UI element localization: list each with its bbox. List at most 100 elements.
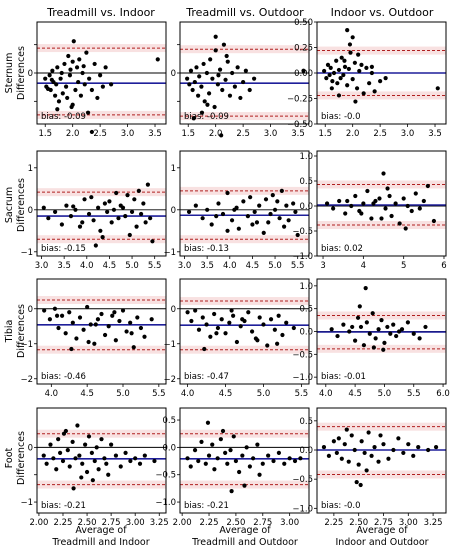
panel-sternum-treadmill-outdoor: 1.5 2.0 2.5 3.0 3.5 0 bias: -0.09 xyxy=(171,21,310,139)
data-point xyxy=(249,329,255,334)
data-point xyxy=(47,73,52,78)
data-point xyxy=(113,453,119,458)
data-point xyxy=(54,82,59,87)
data-point xyxy=(71,39,76,44)
data-point xyxy=(47,317,53,322)
x-tick-label: 3.0 xyxy=(121,129,135,139)
data-point xyxy=(276,313,281,318)
data-point xyxy=(212,311,217,317)
data-point xyxy=(357,304,362,309)
svg-text:Sternum: Sternum xyxy=(4,53,15,94)
y-tick-label: −2 xyxy=(163,375,176,385)
data-point xyxy=(49,77,54,82)
data-point xyxy=(106,324,111,329)
data-point xyxy=(242,483,247,488)
data-point xyxy=(257,315,262,320)
data-point xyxy=(186,209,192,214)
data-point xyxy=(301,68,306,73)
data-point xyxy=(133,456,138,461)
data-point xyxy=(243,68,248,73)
x-tick-label: 6 xyxy=(441,261,446,271)
bias-label: bias: -0.09 xyxy=(41,112,86,122)
data-point xyxy=(257,203,262,208)
data-point xyxy=(367,331,372,336)
data-point xyxy=(423,324,428,330)
data-point xyxy=(341,322,346,327)
data-point xyxy=(431,218,437,224)
x-tick-label: 5 xyxy=(401,261,406,271)
data-point xyxy=(373,336,378,341)
xlabel-col-3-line2: Indoor and Outdoor xyxy=(335,537,428,548)
data-point xyxy=(411,331,416,336)
data-point xyxy=(93,322,98,327)
data-point xyxy=(199,110,205,115)
svg-text:Differences: Differences xyxy=(16,304,27,358)
x-tick-label: 6.0 xyxy=(436,389,450,399)
plot-frame xyxy=(36,150,167,257)
x-tick-label: 1.5 xyxy=(181,129,195,139)
lower-loa-band xyxy=(37,110,166,119)
data-point xyxy=(185,456,190,461)
data-point xyxy=(43,76,48,81)
x-tick-label: 4.0 xyxy=(319,389,333,399)
bias-label: bias: -0.47 xyxy=(184,372,229,382)
x-tick-label: 4.5 xyxy=(246,261,260,271)
data-point xyxy=(71,204,76,209)
data-point xyxy=(63,84,69,89)
data-point xyxy=(339,456,344,461)
data-point xyxy=(78,93,84,98)
x-tick-label: 2.25 xyxy=(200,518,219,528)
x-tick-label: 1.5 xyxy=(318,129,332,139)
data-point xyxy=(92,341,97,346)
data-point xyxy=(389,213,394,219)
data-point xyxy=(227,320,232,325)
data-point xyxy=(111,207,117,212)
x-tick-label: 3.5 xyxy=(200,261,214,271)
data-point xyxy=(216,201,221,206)
data-point xyxy=(350,77,355,82)
data-point xyxy=(399,327,405,332)
data-point xyxy=(103,65,108,70)
data-point xyxy=(46,216,51,221)
data-point xyxy=(286,218,291,223)
data-point xyxy=(372,444,377,450)
data-point xyxy=(268,317,274,322)
y-tick-label: −1.0 xyxy=(292,373,313,383)
data-point xyxy=(421,198,426,204)
data-point xyxy=(98,228,103,233)
data-point xyxy=(282,224,287,229)
x-tick-label: 2.5 xyxy=(236,129,250,139)
x-tick-label: 5.0 xyxy=(116,389,130,399)
data-point xyxy=(74,65,80,70)
data-point xyxy=(350,324,355,330)
data-point xyxy=(357,68,362,74)
y-tick-label: −1.0 xyxy=(292,504,313,514)
data-point xyxy=(254,220,260,225)
data-point xyxy=(266,453,271,458)
data-point xyxy=(391,447,396,453)
lower-loa-band xyxy=(37,345,166,354)
data-point xyxy=(124,329,129,334)
data-point xyxy=(77,453,82,458)
data-point xyxy=(84,50,89,55)
x-tick-label: 3.00 xyxy=(280,518,299,528)
data-point xyxy=(358,324,364,330)
data-point xyxy=(142,334,147,339)
x-tick-label: 2.00 xyxy=(29,518,48,528)
data-point xyxy=(120,308,126,313)
data-point xyxy=(110,313,115,318)
data-point xyxy=(145,182,150,187)
data-point xyxy=(336,67,342,73)
svg-text:Differences: Differences xyxy=(16,46,27,100)
data-point xyxy=(88,322,93,327)
data-point xyxy=(347,329,352,334)
data-point xyxy=(70,102,75,107)
y-tick-label: −1.0 xyxy=(292,252,313,262)
data-point xyxy=(194,65,199,70)
data-point xyxy=(371,201,376,206)
data-point xyxy=(210,442,215,447)
data-point xyxy=(334,58,339,63)
data-point xyxy=(131,345,136,350)
bias-label: bias: -0.21 xyxy=(41,501,86,511)
y-tick-label: −1 xyxy=(20,340,33,350)
